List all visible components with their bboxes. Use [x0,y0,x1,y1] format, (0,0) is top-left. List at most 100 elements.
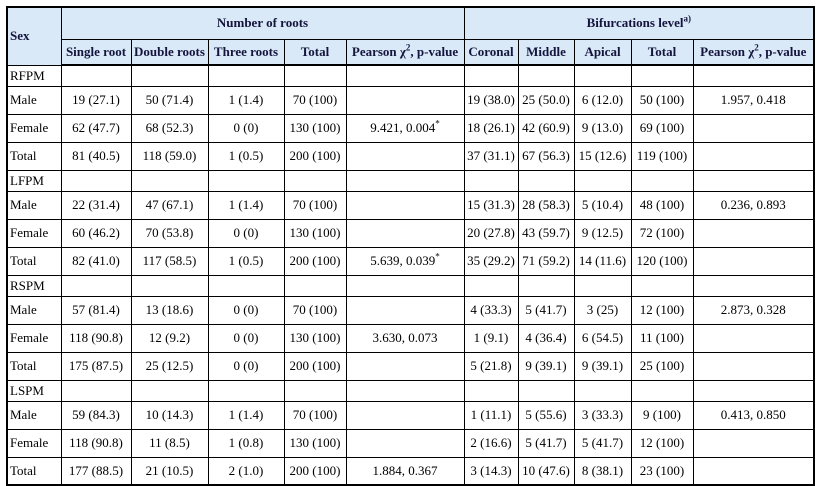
empty-cell [345,274,465,297]
empty-cell [573,274,632,297]
empty-cell [60,64,132,87]
results-table: Sex Number of roots Bifurcations levela)… [6,6,816,486]
bifurcation-value-cell: 35 (29.2) [463,246,519,276]
bifurcation-value-cell: 119 (100) [630,141,694,171]
roots-value-cell: 2 (1.0) [207,456,285,486]
roots-pearson-cell [345,141,465,171]
roots-value-cell: 130 (100) [283,113,347,143]
roots-value-cell: 82 (41.0) [60,246,132,276]
empty-cell [60,169,132,192]
roots-value-cell: 70 (100) [283,295,347,325]
bifurcation-value-cell: 20 (27.8) [463,218,519,248]
group-label: RFPM [6,64,62,87]
empty-cell [207,379,285,402]
roots-value-cell: 200 (100) [283,246,347,276]
row-label: Total [6,351,62,381]
row-label: Male [6,295,62,325]
pearson-value: 3.630, 0.073 [372,330,438,345]
data-row-rfpm-total: Total 81 (40.5) 118 (59.0) 1 (0.5) 200 (100)… [6,141,815,171]
roots-value-cell: 200 (100) [283,141,347,171]
roots-value-cell: 25 (12.5) [130,351,209,381]
empty-cell [60,274,132,297]
bifurcation-value-cell: 5 (41.7) [517,295,575,325]
data-row-lfpm-total: Total 82 (41.0) 117 (58.5) 1 (0.5) 200 (100)… [6,246,815,276]
bif-pearson-cell [692,141,815,171]
bifurcation-value-cell: 25 (100) [630,351,694,381]
group-label: LSPM [6,379,62,402]
roots-pearson-cell: 5.639, 0.039* [345,246,465,276]
bifurcation-value-cell: 37 (31.1) [463,141,519,171]
bifurcation-value-cell: 5 (21.8) [463,351,519,381]
empty-cell [517,274,575,297]
table-header: Sex Number of roots Bifurcations levela)… [6,6,815,66]
bifurcations-footnote-marker: a) [683,13,691,24]
roots-value-cell: 118 (90.8) [60,428,132,458]
bifurcation-value-cell: 120 (100) [630,246,694,276]
pearson-label-suffix: , p-value [410,43,459,59]
header-bifurcations-level: Bifurcations levela) [463,6,815,40]
header-middle: Middle [517,38,575,66]
bifurcation-value-cell: 15 (31.3) [463,190,519,220]
bifurcation-value-cell: 3 (14.3) [463,456,519,486]
bifurcation-value-cell: 4 (33.3) [463,295,519,325]
bifurcation-value-cell: 2 (16.6) [463,428,519,458]
empty-cell [283,379,347,402]
pearson-value: 0.413, 0.850 [720,407,786,422]
empty-cell [130,169,209,192]
bifurcation-value-cell: 9 (13.0) [573,113,632,143]
bifurcation-value-cell: 3 (33.3) [573,400,632,430]
roots-pearson-cell [345,428,465,458]
empty-cell [517,379,575,402]
roots-value-cell: 118 (90.8) [60,323,132,353]
roots-value-cell: 175 (87.5) [60,351,132,381]
empty-cell [692,64,815,87]
roots-value-cell: 177 (88.5) [60,456,132,486]
bifurcation-value-cell: 1 (9.1) [463,323,519,353]
roots-value-cell: 200 (100) [283,351,347,381]
header-row-columns: Single root Double roots Three roots Tot… [7,38,815,66]
roots-pearson-cell [345,85,465,115]
empty-cell [345,64,465,87]
empty-cell [692,169,815,192]
roots-value-cell: 0 (0) [207,218,285,248]
roots-value-cell: 70 (100) [283,400,347,430]
bifurcation-value-cell: 18 (26.1) [463,113,519,143]
roots-value-cell: 59 (84.3) [60,400,132,430]
pearson-value: 0.236, 0.893 [720,197,786,212]
bifurcation-value-cell: 48 (100) [630,190,694,220]
header-bif-total: Total [630,38,694,66]
header-three-roots: Three roots [207,38,285,66]
header-bif-pearson: Pearson χ2, p-value [692,38,815,66]
table-body: RFPM Male 19 (27.1) 50 (71.4) 1 (1.4) 70 (100… [6,64,815,486]
roots-value-cell: 70 (100) [283,190,347,220]
bifurcation-value-cell: 12 (100) [630,295,694,325]
bifurcation-value-cell: 19 (38.0) [463,85,519,115]
row-label: Female [6,428,62,458]
empty-cell [463,64,519,87]
empty-cell [517,64,575,87]
bif-pearson-cell [692,246,815,276]
roots-value-cell: 1 (1.4) [207,85,285,115]
pearson-label-text: Pearson χ [351,43,406,59]
row-label: Male [6,85,62,115]
roots-value-cell: 68 (52.3) [130,113,209,143]
bifurcation-value-cell: 25 (50.0) [517,85,575,115]
data-row-lspm-female: Female 118 (90.8) 11 (8.5) 1 (0.8) 130 (100)… [6,428,815,458]
header-roots-total: Total [283,38,347,66]
empty-cell [630,274,694,297]
roots-value-cell: 200 (100) [283,456,347,486]
roots-pearson-cell [345,351,465,381]
roots-value-cell: 22 (31.4) [60,190,132,220]
group-label: LFPM [6,169,62,192]
bif-pearson-cell: 1.957, 0.418 [692,85,815,115]
bifurcation-value-cell: 67 (56.3) [517,141,575,171]
bifurcation-value-cell: 9 (100) [630,400,694,430]
bifurcation-value-cell: 5 (41.7) [517,428,575,458]
empty-cell [692,379,815,402]
empty-cell [130,379,209,402]
bifurcation-value-cell: 12 (100) [630,428,694,458]
roots-value-cell: 117 (58.5) [130,246,209,276]
empty-cell [630,169,694,192]
empty-cell [283,169,347,192]
